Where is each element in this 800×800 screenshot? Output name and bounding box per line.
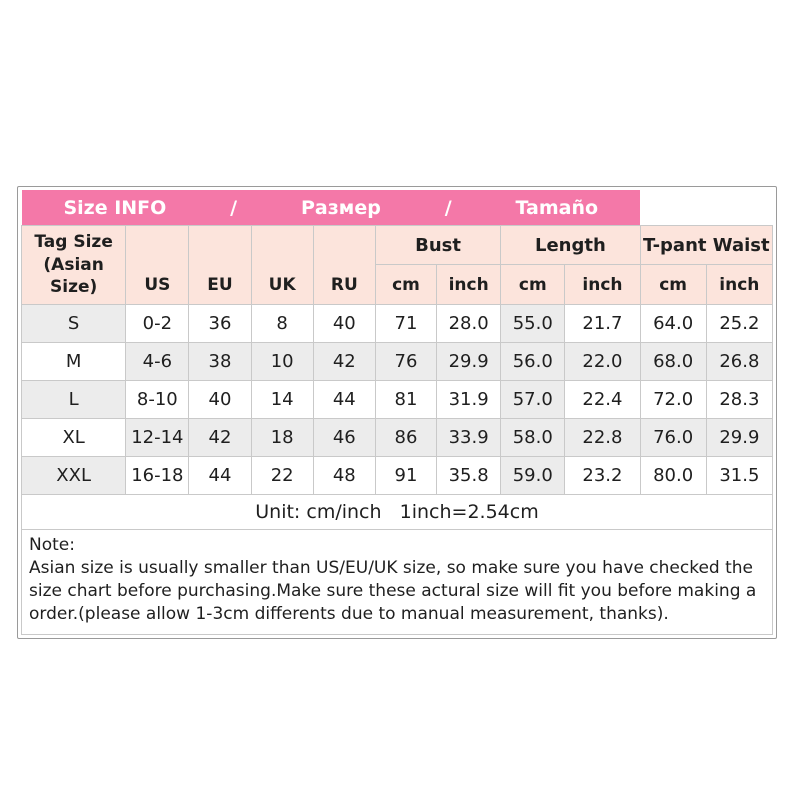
cell-tpant-inch: 29.9 bbox=[705, 418, 774, 457]
cell-length-cm: 59.0 bbox=[500, 456, 566, 495]
tag-size-header: Tag Size (Asian Size) bbox=[20, 225, 127, 305]
cell-tag: M bbox=[20, 342, 127, 381]
cell-ru: 48 bbox=[312, 456, 376, 495]
table-row-xl: XL 12-14 42 18 46 86 33.9 58.0 22.8 76.0… bbox=[20, 418, 774, 457]
table-row-l: L 8-10 40 14 44 81 31.9 57.0 22.4 72.0 2… bbox=[20, 380, 774, 419]
cell-bust-cm: 81 bbox=[374, 380, 438, 419]
unit-note-row: Unit: cm/inch 1inch=2.54cm bbox=[21, 494, 773, 530]
cell-length-inch: 23.2 bbox=[564, 456, 641, 495]
cell-tpant-inch: 25.2 bbox=[705, 304, 774, 343]
col-header-us: US bbox=[125, 225, 190, 305]
bust-inch-header: inch bbox=[436, 264, 502, 305]
cell-ru: 44 bbox=[312, 380, 376, 419]
tpant-inch-header: inch bbox=[705, 264, 774, 305]
cell-length-inch: 21.7 bbox=[564, 304, 641, 343]
title-size-info: Size INFO bbox=[63, 196, 167, 219]
cell-tpant-cm: 76.0 bbox=[639, 418, 707, 457]
bust-cm-header: cm bbox=[374, 264, 438, 305]
title-row: Size INFO / Размер / Tamaño bbox=[21, 190, 773, 226]
table-row-m: M 4-6 38 10 42 76 29.9 56.0 22.0 68.0 26… bbox=[20, 342, 774, 381]
cell-us: 16-18 bbox=[125, 456, 190, 495]
title-band: Size INFO / Размер / Tamaño bbox=[21, 190, 641, 226]
cell-tag: XXL bbox=[20, 456, 127, 495]
cell-tpant-inch: 26.8 bbox=[705, 342, 774, 381]
cell-ru: 40 bbox=[312, 304, 376, 343]
cell-eu: 42 bbox=[188, 418, 252, 457]
cell-tpant-inch: 31.5 bbox=[705, 456, 774, 495]
cell-bust-inch: 28.0 bbox=[436, 304, 502, 343]
cell-ru: 46 bbox=[312, 418, 376, 457]
cell-uk: 14 bbox=[250, 380, 314, 419]
cell-us: 8-10 bbox=[125, 380, 190, 419]
cell-bust-cm: 71 bbox=[374, 304, 438, 343]
cell-bust-cm: 86 bbox=[374, 418, 438, 457]
length-inch-header: inch bbox=[564, 264, 641, 305]
cell-tpant-cm: 64.0 bbox=[639, 304, 707, 343]
note-row: Note: Asian size is usually smaller than… bbox=[21, 529, 773, 635]
size-chart-table: Size INFO / Размер / Tamaño Tag Size (As… bbox=[20, 190, 774, 635]
cell-bust-inch: 29.9 bbox=[436, 342, 502, 381]
size-chart-panel: Size INFO / Размер / Tamaño Tag Size (As… bbox=[17, 186, 777, 639]
cell-tag: S bbox=[20, 304, 127, 343]
title-separator: / bbox=[444, 196, 452, 219]
length-cm-header: cm bbox=[500, 264, 566, 305]
group-header-length: Length bbox=[500, 225, 641, 265]
cell-length-inch: 22.4 bbox=[564, 380, 641, 419]
cell-ru: 42 bbox=[312, 342, 376, 381]
cell-eu: 38 bbox=[188, 342, 252, 381]
cell-length-cm: 57.0 bbox=[500, 380, 566, 419]
note-label: Note: bbox=[29, 535, 75, 555]
cell-length-inch: 22.0 bbox=[564, 342, 641, 381]
cell-tag: XL bbox=[20, 418, 127, 457]
cell-tag: L bbox=[20, 380, 127, 419]
unit-note: Unit: cm/inch 1inch=2.54cm bbox=[21, 494, 773, 530]
cell-uk: 10 bbox=[250, 342, 314, 381]
title-blank-cell bbox=[640, 190, 773, 226]
group-header-row: Tag Size (Asian Size) US EU UK RU Bust L… bbox=[20, 225, 774, 305]
table-row-xxl: XXL 16-18 44 22 48 91 35.8 59.0 23.2 80.… bbox=[20, 456, 774, 495]
cell-tpant-cm: 68.0 bbox=[639, 342, 707, 381]
col-header-ru: RU bbox=[312, 225, 376, 305]
unit-header-row: cm inch cm inch cm inch bbox=[22, 264, 774, 305]
title-tamano: Tamaño bbox=[515, 196, 599, 219]
group-header-tpant-waist: T-pant Waist bbox=[639, 225, 774, 265]
title-separator: / bbox=[230, 196, 238, 219]
cell-tpant-cm: 72.0 bbox=[639, 380, 707, 419]
col-header-uk: UK bbox=[250, 225, 314, 305]
cell-bust-inch: 33.9 bbox=[436, 418, 502, 457]
table-row-s: S 0-2 36 8 40 71 28.0 55.0 21.7 64.0 25.… bbox=[20, 304, 774, 343]
cell-uk: 8 bbox=[250, 304, 314, 343]
cell-eu: 40 bbox=[188, 380, 252, 419]
cell-us: 12-14 bbox=[125, 418, 190, 457]
cell-tpant-inch: 28.3 bbox=[705, 380, 774, 419]
note-text: Asian size is usually smaller than US/EU… bbox=[29, 557, 757, 624]
cell-uk: 18 bbox=[250, 418, 314, 457]
cell-uk: 22 bbox=[250, 456, 314, 495]
cell-bust-cm: 91 bbox=[374, 456, 438, 495]
col-header-eu: EU bbox=[188, 225, 252, 305]
cell-length-cm: 56.0 bbox=[500, 342, 566, 381]
cell-length-cm: 58.0 bbox=[500, 418, 566, 457]
note-cell: Note: Asian size is usually smaller than… bbox=[21, 529, 773, 635]
tpant-cm-header: cm bbox=[639, 264, 707, 305]
cell-eu: 44 bbox=[188, 456, 252, 495]
cell-eu: 36 bbox=[188, 304, 252, 343]
cell-length-cm: 55.0 bbox=[500, 304, 566, 343]
cell-tpant-cm: 80.0 bbox=[639, 456, 707, 495]
cell-bust-cm: 76 bbox=[374, 342, 438, 381]
title-razmer: Размер bbox=[301, 196, 381, 219]
cell-us: 4-6 bbox=[125, 342, 190, 381]
cell-length-inch: 22.8 bbox=[564, 418, 641, 457]
group-header-bust: Bust bbox=[374, 225, 502, 265]
cell-bust-inch: 31.9 bbox=[436, 380, 502, 419]
cell-us: 0-2 bbox=[125, 304, 190, 343]
cell-bust-inch: 35.8 bbox=[436, 456, 502, 495]
